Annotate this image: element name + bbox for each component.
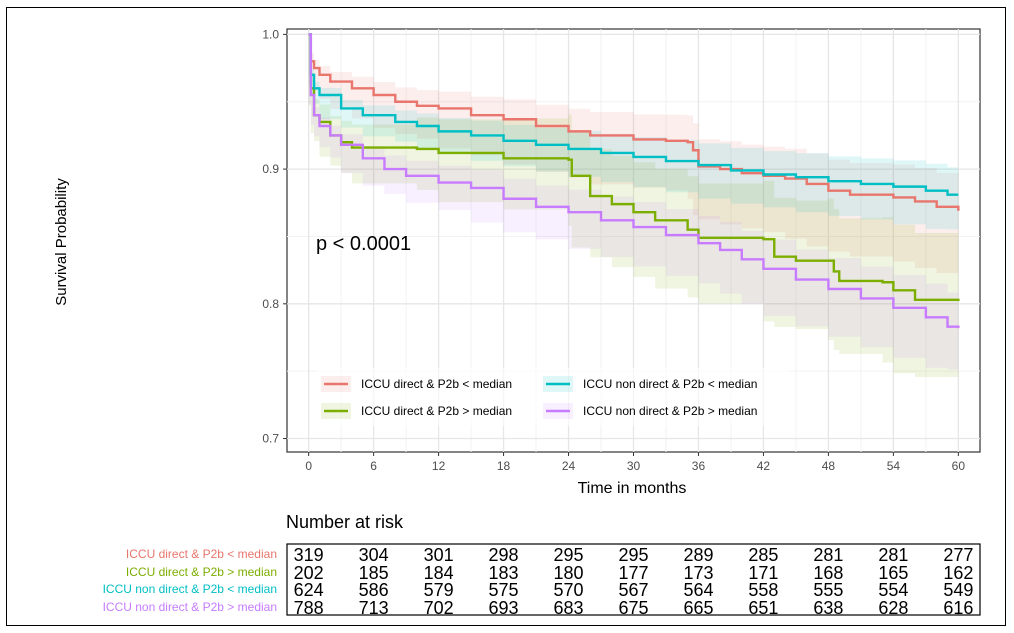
risk-value: 564: [683, 580, 713, 600]
risk-value: 555: [813, 580, 843, 600]
risk-value: 683: [554, 598, 584, 618]
x-tick-label: 60: [952, 459, 966, 473]
y-tick-label: 1.0: [262, 27, 279, 41]
risk-value: 281: [878, 545, 908, 565]
risk-value: 183: [489, 563, 519, 583]
risk-value: 184: [424, 563, 454, 583]
y-tick-label: 0.7: [262, 432, 279, 446]
x-axis-ticks: 0 6 12 18 24 30 36 42 48 54 60: [305, 452, 965, 473]
legend: ICCU direct & P2b < median ICCU non direc…: [316, 368, 790, 426]
y-axis-ticks: 0.7 0.8 0.9 1.0: [262, 27, 287, 446]
risk-table-title: Number at risk: [286, 512, 404, 532]
risk-value: 575: [489, 580, 519, 600]
risk-value: 554: [878, 580, 908, 600]
x-tick-label: 18: [497, 459, 511, 473]
x-tick-label: 0: [305, 459, 312, 473]
risk-value: 277: [943, 545, 973, 565]
risk-value: 638: [813, 598, 843, 618]
legend-label: ICCU direct & P2b < median: [361, 377, 512, 391]
risk-value: 168: [813, 563, 843, 583]
x-tick-label: 24: [562, 459, 576, 473]
risk-value: 298: [489, 545, 519, 565]
risk-value: 570: [554, 580, 584, 600]
risk-value: 304: [359, 545, 389, 565]
survival-curves: [308, 33, 960, 329]
legend-label: ICCU non direct & P2b < median: [583, 377, 757, 391]
y-tick-label: 0.9: [262, 162, 279, 176]
confidence-band-2: [308, 34, 959, 230]
risk-value: 301: [424, 545, 454, 565]
risk-value: 295: [554, 545, 584, 565]
x-tick-label: 36: [692, 459, 706, 473]
risk-value: 281: [813, 545, 843, 565]
y-tick-label: 0.8: [262, 297, 279, 311]
x-tick-label: 30: [627, 459, 641, 473]
p-value-annotation: p < 0.0001: [316, 233, 411, 255]
risk-value: 549: [943, 580, 973, 600]
risk-value: 165: [878, 563, 908, 583]
x-tick-label: 12: [432, 459, 446, 473]
risk-value: 579: [424, 580, 454, 600]
risk-value: 295: [618, 545, 648, 565]
risk-row-label: ICCU non direct & P2b < median: [103, 582, 277, 596]
risk-value: 586: [359, 580, 389, 600]
risk-value: 665: [683, 598, 713, 618]
risk-value: 162: [943, 563, 973, 583]
confidence-band-3: [308, 34, 959, 370]
x-tick-label: 54: [887, 459, 901, 473]
risk-value: 788: [294, 598, 324, 618]
risk-value: 180: [554, 563, 584, 583]
risk-value: 173: [683, 563, 713, 583]
risk-row-label: ICCU non direct & P2b > median: [103, 600, 277, 614]
risk-value: 713: [359, 598, 389, 618]
y-axis-label: Survival Probability: [53, 178, 70, 306]
survival-curve-0: [308, 33, 960, 211]
risk-value: 558: [748, 580, 778, 600]
risk-value: 177: [618, 563, 648, 583]
survival-curve-2: [308, 33, 959, 196]
risk-value: 202: [294, 563, 324, 583]
risk-value: 702: [424, 598, 454, 618]
risk-value: 616: [943, 598, 973, 618]
x-tick-label: 48: [822, 459, 836, 473]
x-axis-label: Time in months: [578, 480, 687, 497]
survival-curve-3: [308, 33, 960, 329]
risk-table-labels: ICCU direct & P2b < median ICCU direct & …: [103, 547, 277, 614]
legend-background: [316, 368, 790, 426]
risk-value: 185: [359, 563, 389, 583]
x-tick-label: 6: [370, 459, 377, 473]
risk-value: 567: [618, 580, 648, 600]
risk-table-box: [286, 543, 981, 616]
legend-label: ICCU non direct & P2b > median: [583, 404, 757, 418]
risk-value: 319: [294, 545, 324, 565]
risk-value: 693: [489, 598, 519, 618]
risk-table-values: 319 304 301 298 295 295 289 285 281 281 277 202 185 1…: [294, 545, 974, 618]
risk-value: 285: [748, 545, 778, 565]
legend-label: ICCU direct & P2b > median: [361, 404, 512, 418]
x-tick-label: 42: [757, 459, 771, 473]
risk-value: 651: [748, 598, 778, 618]
figure-frame: [6, 7, 1006, 626]
risk-row-label: ICCU direct & P2b > median: [126, 565, 277, 579]
risk-row-label: ICCU direct & P2b < median: [126, 547, 277, 561]
risk-value: 171: [748, 563, 778, 583]
risk-value: 628: [878, 598, 908, 618]
risk-value: 289: [683, 545, 713, 565]
risk-value: 675: [618, 598, 648, 618]
risk-value: 624: [294, 580, 324, 600]
